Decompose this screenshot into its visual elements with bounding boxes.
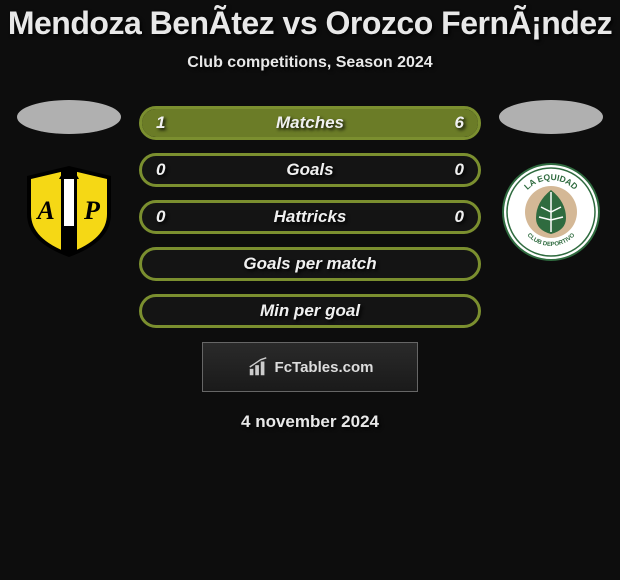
stats-bars: 16Matches 00Goals 00Hattricks Goals per mat… xyxy=(139,106,481,328)
badge-ap-icon: A P xyxy=(19,164,119,259)
right-player-ellipse xyxy=(499,100,603,134)
stat-row: Min per goal xyxy=(139,294,481,328)
subtitle: Club competitions, Season 2024 xyxy=(0,54,620,72)
page-title: Mendoza BenÃ­tez vs Orozco FernÃ¡ndez xyxy=(0,5,620,42)
left-club-badge: A P xyxy=(19,164,119,259)
stat-label: Goals xyxy=(142,160,478,180)
stat-row: 00Hattricks xyxy=(139,200,481,234)
stat-row: Goals per match xyxy=(139,247,481,281)
stat-label: Goals per match xyxy=(142,254,478,274)
badge-letter-a: A xyxy=(35,196,54,225)
left-player-ellipse xyxy=(17,100,121,134)
watermark-text: FcTables.com xyxy=(275,359,374,376)
stat-label: Hattricks xyxy=(142,207,478,227)
date-label: 4 november 2024 xyxy=(0,412,620,432)
watermark: FcTables.com xyxy=(202,342,418,392)
stat-row: 00Goals xyxy=(139,153,481,187)
stat-label: Min per goal xyxy=(142,301,478,321)
comparison-card: Mendoza BenÃ­tez vs Orozco FernÃ¡ndez Cl… xyxy=(0,0,620,432)
main-area: A P 16Matches 00Goals 00Hattricks Goals per… xyxy=(0,100,620,328)
badge-letter-p: P xyxy=(83,196,101,225)
badge-equidad-icon: LA EQUIDAD CLUB DEPORTIVO xyxy=(501,162,601,262)
chart-icon xyxy=(247,356,269,378)
right-column: LA EQUIDAD CLUB DEPORTIVO xyxy=(496,100,606,259)
stat-label: Matches xyxy=(142,113,478,133)
right-club-badge: LA EQUIDAD CLUB DEPORTIVO xyxy=(501,164,601,259)
left-column: A P xyxy=(14,100,124,259)
stat-row: 16Matches xyxy=(139,106,481,140)
